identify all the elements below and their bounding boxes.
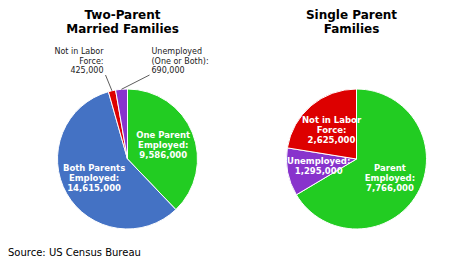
svg-text:ParentEmployed:7,766,000: ParentEmployed:7,766,000 <box>365 163 415 193</box>
svg-text:Unemployed:1,295,000: Unemployed:1,295,000 <box>287 156 350 176</box>
svg-text:Unemployed(One or Both):690,00: Unemployed(One or Both):690,000 <box>152 47 209 75</box>
html-text:Two-Parent Married Families: Two-Parent Married Families <box>66 8 179 36</box>
svg-text:Not in LaborForce:2,625,000: Not in LaborForce:2,625,000 <box>302 115 362 145</box>
svg-text:One ParentEmployed:9,586,000: One ParentEmployed:9,586,000 <box>136 130 190 160</box>
svg-text:Both ParentsEmployed:14,615,00: Both ParentsEmployed:14,615,000 <box>63 163 125 193</box>
html-text:Single Parent Families: Single Parent Families <box>305 8 398 36</box>
html-text:Source: US Census Bureau: Source: US Census Bureau <box>8 247 141 258</box>
svg-text:Not in LaborForce:425,000: Not in LaborForce:425,000 <box>54 47 104 75</box>
